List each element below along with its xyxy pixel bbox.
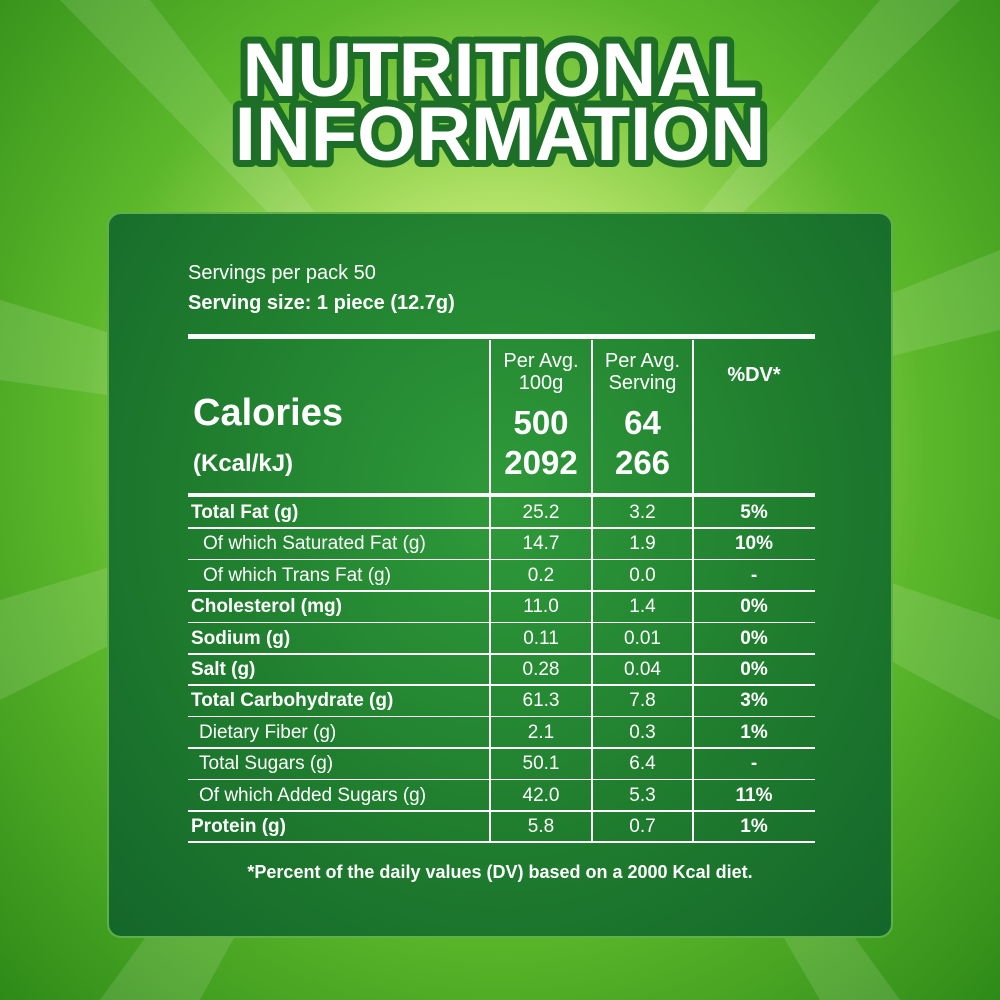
nutrient-label: Dietary Fiber (g) [199,721,337,743]
row-divider [188,684,815,686]
nutrient-value: 1.9 [629,533,656,555]
dv-value: 3% [740,690,768,712]
calorie-value: 64 [624,404,661,441]
title-line: NUTRITIONAL [242,28,757,113]
nutrient-value: 0.3 [629,721,656,743]
rule [188,334,815,339]
calorie-value: 500 [513,404,569,441]
nutrient-value: 5.8 [527,816,555,837]
title-line: INFORMATION [235,92,766,177]
column-header: Serving [608,372,677,394]
dv-value: - [750,564,758,586]
nutrient-value: 5.3 [629,784,656,806]
nutrient-label: Total Carbohydrate (g) [191,690,394,712]
calories-label: Calories [193,392,343,434]
row-divider [188,558,815,561]
nutrient-value: 42.0 [522,784,560,806]
dv-value: - [750,753,758,775]
nutrient-value: 0.7 [629,816,656,837]
dv-value: 5% [740,502,768,523]
nutrient-value: 14.7 [522,533,560,555]
nutrient-label: Of which Saturated Fat (g) [203,533,426,555]
nutrient-value: 7.8 [629,690,656,712]
nutrient-label: Sodium (g) [191,627,291,649]
dv-value: 0% [740,596,768,618]
nutrient-label: Of which Added Sugars (g) [199,784,427,806]
nutrient-label: Cholesterol (mg) [191,596,342,618]
nutrient-value: 0.2 [527,564,555,586]
column-header: Per Avg. [604,350,681,372]
nutrient-label: Protein (g) [191,816,286,837]
dv-value: 1% [740,816,768,837]
nutrient-value: 6.4 [629,753,656,775]
servings-per-pack: Servings per pack 50 [188,262,376,284]
column-header: Per Avg. [503,350,579,372]
nutrient-value: 61.3 [522,690,560,712]
dv-value: 0% [740,627,768,649]
title-block: NUTRITIONAL INFORMATION [228,21,773,184]
row-divider [188,841,815,843]
row-divider [188,715,815,718]
nutrient-value: 11.0 [523,596,559,618]
row-divider [188,590,815,592]
footnote: *Percent of the daily values (DV) based … [247,862,753,882]
column-header: 100g [518,372,564,394]
nutrient-label: Total Fat (g) [191,502,299,523]
dv-value: 10% [734,533,774,555]
calorie-value: 2092 [504,444,578,481]
nutrient-value: 25.2 [522,502,560,523]
serving-size: Serving size: 1 piece (12.7g) [188,292,455,314]
dv-value: 0% [740,659,768,680]
rule [188,493,815,497]
dv-value: 1% [740,721,768,743]
row-divider [188,778,815,781]
nutrient-value: 50.1 [522,753,560,775]
panel [107,212,893,938]
nutrient-value: 0.0 [629,564,656,586]
column-header: %DV* [727,364,781,386]
dv-value: 11% [735,784,773,806]
nutrient-value: 0.01 [624,627,661,649]
row-divider [188,621,815,624]
nutrient-label: Total Sugars (g) [199,753,334,775]
calories-unit: (Kcal/kJ) [193,450,294,477]
nutrient-value: 3.2 [629,502,656,523]
nutrient-value: 0.11 [523,627,559,649]
nutrient-value: 0.28 [522,659,560,680]
nutrient-label: Salt (g) [191,659,256,680]
nutrient-value: 1.4 [629,596,656,618]
row-divider [188,747,815,749]
nutrient-label: Of which Trans Fat (g) [203,564,391,586]
row-divider [188,653,815,655]
calorie-value: 266 [614,444,671,481]
nutrient-value: 0.04 [624,659,661,680]
nutrient-value: 2.1 [527,721,555,743]
row-divider [188,527,815,529]
row-divider [188,810,815,812]
